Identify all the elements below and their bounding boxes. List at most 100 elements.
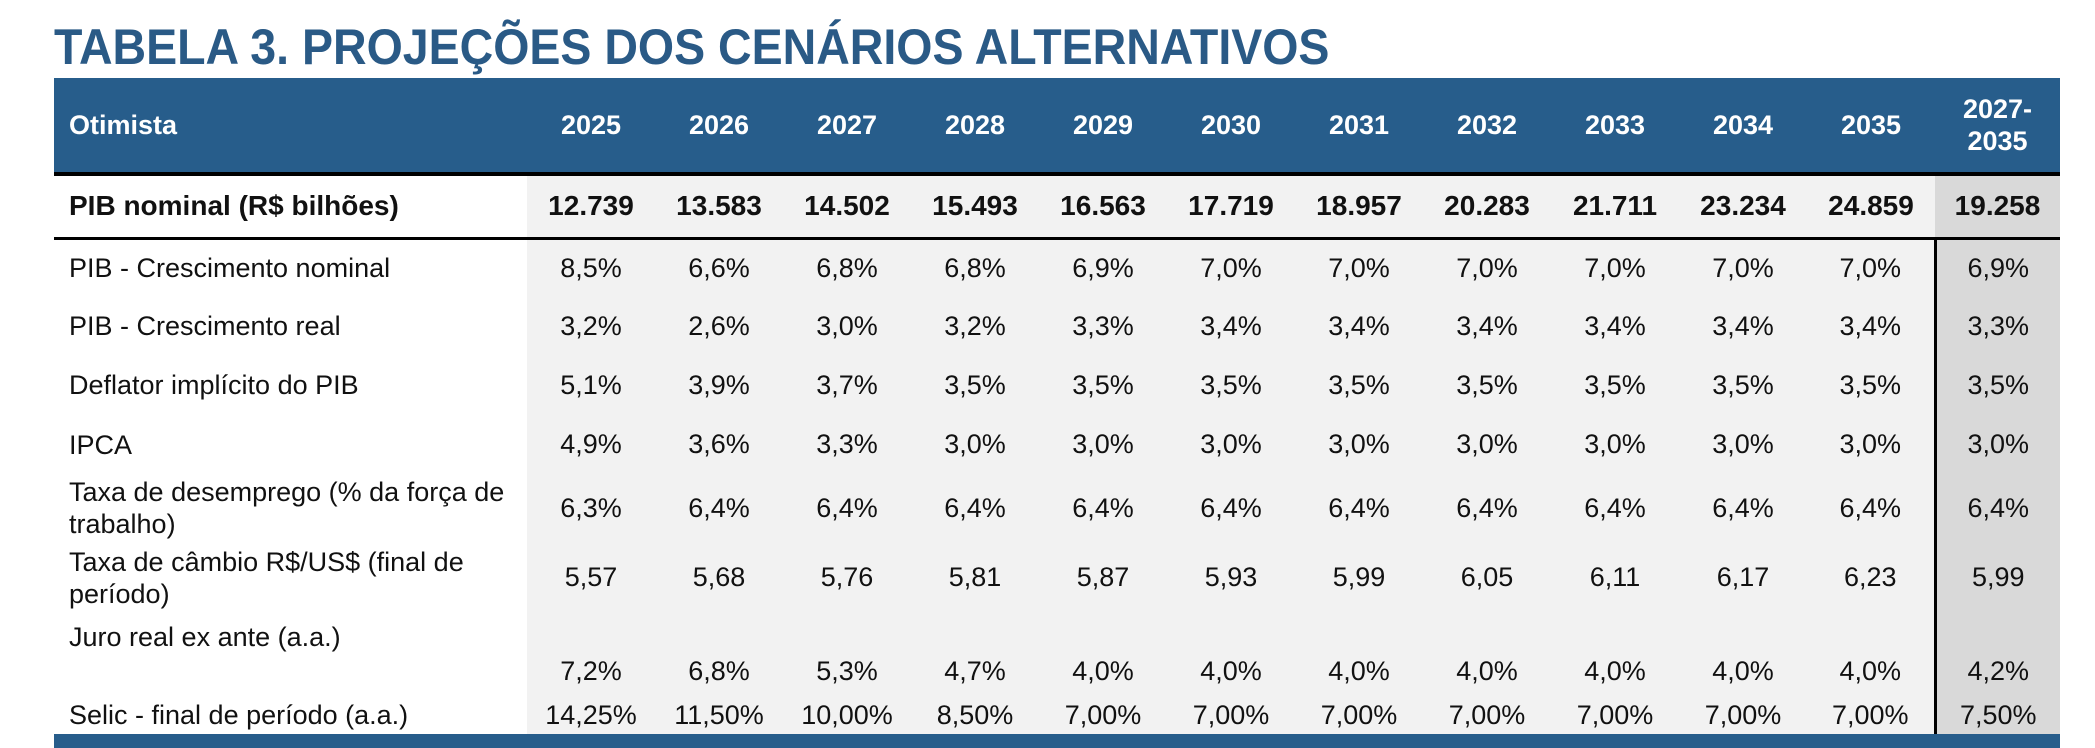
row-label: PIB - Crescimento real <box>54 297 527 355</box>
value-cell: 3,4% <box>1807 297 1935 355</box>
value-cell: 4,9% <box>527 415 655 474</box>
value-cell: 3,2% <box>911 297 1039 355</box>
value-cell: 3,4% <box>1295 297 1423 355</box>
table-row: Taxa de câmbio R$/US$ (final de período)… <box>54 542 2060 613</box>
year-header: 2028 <box>911 78 1039 174</box>
value-cell: 6,3% <box>527 474 655 542</box>
average-cell: 4,2% <box>1933 613 2060 693</box>
value-cell: 3,4% <box>1167 297 1295 355</box>
value-cell: 3,5% <box>1039 355 1167 415</box>
value-cell: 5,57 <box>527 542 655 613</box>
value-cell: 3,0% <box>911 415 1039 474</box>
value-cell: 3,0% <box>783 297 911 355</box>
average-cell: 6,4% <box>1933 474 2060 542</box>
value-cell: 17.719 <box>1167 172 1295 240</box>
average-cell: 19.258 <box>1935 172 2060 240</box>
table-row: PIB - Crescimento nominal 8,5% 6,6% 6,8% 6,8… <box>54 238 2060 297</box>
value-cell: 6,05 <box>1423 542 1551 613</box>
value-cell: 3,5% <box>1295 355 1423 415</box>
value-cell: 5,3% <box>783 613 911 693</box>
value-cell: 4,0% <box>1551 613 1679 693</box>
average-cell: 3,5% <box>1933 355 2060 415</box>
value-cell: 3,0% <box>1423 415 1551 474</box>
table-row: PIB nominal (R$ bilhões) 12.739 13.583 14.5… <box>54 172 2060 240</box>
value-cell: 16.563 <box>1039 172 1167 240</box>
value-cell: 2,6% <box>655 297 783 355</box>
value-cell: 3,7% <box>783 355 911 415</box>
value-cell: 3,5% <box>1167 355 1295 415</box>
row-label: IPCA <box>54 415 527 474</box>
value-cell: 7,0% <box>1295 238 1423 297</box>
value-cell: 7,00% <box>1295 693 1423 737</box>
projections-table: Otimista 2025 2026 2027 2028 2029 2030 2… <box>54 78 2060 737</box>
value-cell: 3,3% <box>783 415 911 474</box>
value-cell: 6,4% <box>1679 474 1807 542</box>
value-cell: 7,0% <box>1551 238 1679 297</box>
value-cell: 3,0% <box>1039 415 1167 474</box>
average-cell: 5,99 <box>1933 542 2060 613</box>
value-cell: 7,0% <box>1807 238 1935 297</box>
value-cell: 6,9% <box>1039 238 1167 297</box>
value-cell: 6,4% <box>1039 474 1167 542</box>
average-cell: 7,50% <box>1933 693 2060 737</box>
year-header: 2029 <box>1039 78 1167 174</box>
value-cell: 3,5% <box>1679 355 1807 415</box>
value-cell: 3,9% <box>655 355 783 415</box>
table-row: Taxa de desemprego (% da força de trabal… <box>54 474 2060 542</box>
value-cell: 8,50% <box>911 693 1039 737</box>
value-cell: 3,5% <box>1807 355 1935 415</box>
value-cell: 5,81 <box>911 542 1039 613</box>
table-row: PIB - Crescimento real 3,2% 2,6% 3,0% 3,2% 3,… <box>54 297 2060 355</box>
value-cell: 3,3% <box>1039 297 1167 355</box>
value-cell: 6,11 <box>1551 542 1679 613</box>
value-cell: 4,0% <box>1679 613 1807 693</box>
value-cell: 3,6% <box>655 415 783 474</box>
value-cell: 3,0% <box>1679 415 1807 474</box>
value-cell: 6,4% <box>911 474 1039 542</box>
value-cell: 3,4% <box>1423 297 1551 355</box>
scenario-header: Otimista <box>54 78 527 174</box>
value-cell: 21.711 <box>1551 172 1679 240</box>
value-cell: 4,0% <box>1295 613 1423 693</box>
value-cell: 6,4% <box>1295 474 1423 542</box>
row-label: PIB - Crescimento nominal <box>54 238 527 297</box>
value-cell: 6,8% <box>783 238 911 297</box>
row-label: Taxa de desemprego (% da força de trabal… <box>54 474 527 542</box>
average-period-header: 2027- 2035 <box>1935 78 2060 174</box>
year-header: 2032 <box>1423 78 1551 174</box>
value-cell: 6,4% <box>1167 474 1295 542</box>
value-cell: 5,68 <box>655 542 783 613</box>
value-cell: 6,17 <box>1679 542 1807 613</box>
year-header: 2026 <box>655 78 783 174</box>
value-cell: 18.957 <box>1295 172 1423 240</box>
bottom-bar <box>54 734 2060 748</box>
value-cell: 5,76 <box>783 542 911 613</box>
value-cell: 6,4% <box>1807 474 1935 542</box>
value-cell: 5,99 <box>1295 542 1423 613</box>
value-cell: 7,00% <box>1551 693 1679 737</box>
value-cell: 6,8% <box>655 613 783 693</box>
average-cell: 3,0% <box>1933 415 2060 474</box>
value-cell: 6,4% <box>783 474 911 542</box>
value-cell: 6,4% <box>655 474 783 542</box>
value-cell: 4,0% <box>1807 613 1935 693</box>
value-cell: 3,0% <box>1551 415 1679 474</box>
value-cell: 7,00% <box>1167 693 1295 737</box>
row-label: Selic - final de período (a.a.) <box>54 693 527 737</box>
value-cell: 10,00% <box>783 693 911 737</box>
year-header: 2030 <box>1167 78 1295 174</box>
value-cell: 5,93 <box>1167 542 1295 613</box>
value-cell: 6,8% <box>911 238 1039 297</box>
year-header: 2033 <box>1551 78 1679 174</box>
value-cell: 7,0% <box>1679 238 1807 297</box>
value-cell: 7,00% <box>1039 693 1167 737</box>
year-header: 2035 <box>1807 78 1935 174</box>
value-cell: 3,4% <box>1679 297 1807 355</box>
table-row: Selic - final de período (a.a.) 14,25% 11,… <box>54 693 2060 737</box>
table-header-row: Otimista 2025 2026 2027 2028 2029 2030 2… <box>54 78 2060 174</box>
table-title: TABELA 3. PROJEÇÕES DOS CENÁRIOS ALTERNA… <box>54 19 1330 75</box>
value-cell: 3,0% <box>1295 415 1423 474</box>
average-cell: 6,9% <box>1933 238 2060 297</box>
value-cell: 15.493 <box>911 172 1039 240</box>
value-cell: 7,0% <box>1423 238 1551 297</box>
